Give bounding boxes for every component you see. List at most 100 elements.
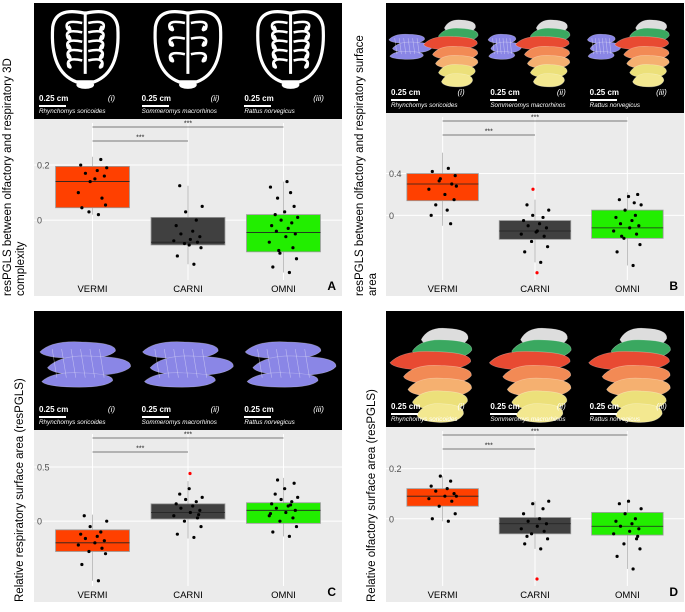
scale-bar <box>244 105 272 107</box>
data-point <box>178 492 182 496</box>
species-name: Rattus norvegicus <box>589 102 641 109</box>
plot-area: 0.4 0 *** *** VERMI CARNI OMNI B <box>386 113 684 296</box>
plot-area: 0.2 0 *** *** VERMI CARNI OMNI D <box>386 427 684 602</box>
scale-bar-label: 0.25 cm <box>589 88 620 97</box>
data-point <box>612 229 616 233</box>
data-point <box>291 516 295 520</box>
data-point <box>615 250 619 254</box>
data-point <box>539 547 543 551</box>
data-point <box>195 240 200 244</box>
data-point <box>449 222 453 226</box>
y-axis-label-line1: Relative respiratory surface area (resPG… <box>14 378 26 602</box>
data-point <box>277 248 281 253</box>
data-point <box>620 234 624 238</box>
data-point <box>194 500 198 504</box>
data-point <box>87 210 91 214</box>
scale-bar-label: 0.25 cm <box>141 405 172 414</box>
data-point <box>274 506 278 510</box>
boxplot-chart: 0.2 0 *** *** VERMI CARNI OMNI <box>386 429 684 601</box>
data-point <box>531 502 535 506</box>
data-point <box>172 514 176 518</box>
significance-label: *** <box>136 135 144 142</box>
data-point <box>275 478 280 482</box>
data-point <box>296 215 300 219</box>
data-point <box>630 522 634 526</box>
data-point <box>294 257 299 261</box>
data-point <box>612 532 616 536</box>
data-point <box>284 510 288 515</box>
panel-letter: D <box>669 585 678 599</box>
panel-letter: A <box>327 279 336 293</box>
box-carni <box>150 481 226 539</box>
data-point <box>637 224 641 228</box>
scale-bar <box>391 413 418 415</box>
data-point <box>547 208 551 212</box>
scale-bar <box>244 416 272 418</box>
data-point <box>634 537 639 541</box>
box-body <box>246 214 321 253</box>
data-point <box>270 224 274 228</box>
data-point <box>523 542 527 546</box>
y-axis-label-line1: Relative olfactory surface area (resPGLS… <box>366 389 378 602</box>
data-point <box>617 502 621 506</box>
species-name: Rhynchomys soricoides <box>39 419 106 426</box>
data-point <box>76 543 80 547</box>
data-point <box>82 514 86 518</box>
y-tick-label: 0 <box>37 517 42 527</box>
data-point <box>80 206 84 210</box>
data-point <box>93 177 97 181</box>
data-point <box>270 502 274 506</box>
data-point <box>99 530 103 534</box>
data-point <box>525 203 529 207</box>
box-body <box>55 166 130 209</box>
data-point <box>88 179 92 184</box>
scale-bar <box>589 99 617 101</box>
specimen-photo-strip: 0.25 cm (i) Rhynchomys soricoides 0.25 cm (i… <box>34 311 342 430</box>
data-point <box>278 251 282 255</box>
scale-bar-label: 0.25 cm <box>490 402 520 411</box>
data-point <box>105 166 109 170</box>
cross-section-specimen <box>256 10 325 89</box>
data-point <box>76 190 80 195</box>
data-point <box>618 524 623 528</box>
boxplot-chart: 0.2 0 *** *** VERMI CARNI OMNI <box>34 121 342 295</box>
data-point <box>103 552 108 556</box>
data-point <box>100 546 104 550</box>
data-point <box>292 481 296 485</box>
specimen-number: (i) <box>457 402 465 411</box>
data-point <box>434 489 438 493</box>
data-point <box>80 562 84 567</box>
data-point <box>199 524 203 529</box>
data-point <box>291 246 295 250</box>
respiratory-turbinate-specimen <box>244 341 337 388</box>
scale-bar-label: 0.25 cm <box>589 402 620 411</box>
data-point <box>197 513 201 517</box>
specimen-number: (ii) <box>210 94 220 103</box>
data-point <box>637 527 641 531</box>
specimen-images <box>389 327 671 423</box>
data-point <box>191 504 195 508</box>
panel-a: 0.25 cm (i) Rhynchomys soricoides 0.25 cm (i… <box>34 3 342 296</box>
species-name: Rattus norvegicus <box>244 419 295 426</box>
x-tick-label: OMNI <box>615 284 640 295</box>
y-tick-label: 0.2 <box>37 161 50 171</box>
data-point <box>521 218 526 223</box>
data-point <box>542 529 546 533</box>
y-axis-label: resPGLS between olfactory and respirator… <box>2 58 28 296</box>
scale-bar <box>589 413 617 415</box>
data-point <box>544 522 549 526</box>
box-body <box>591 209 664 239</box>
data-point <box>199 246 203 250</box>
data-point <box>631 263 635 268</box>
data-point <box>286 226 290 231</box>
data-point <box>534 230 538 234</box>
data-point <box>631 567 635 571</box>
data-point <box>453 174 457 178</box>
boxplot-chart: 0.5 0 *** *** VERMI CARNI OMNI <box>34 432 342 601</box>
data-point <box>623 512 627 516</box>
olfactory-turbinate-specimen <box>488 327 572 423</box>
data-point <box>438 474 442 478</box>
y-axis-label: resPGLS between olfactory and respirator… <box>354 35 380 296</box>
box-omni <box>591 501 664 569</box>
data-point <box>630 218 634 223</box>
